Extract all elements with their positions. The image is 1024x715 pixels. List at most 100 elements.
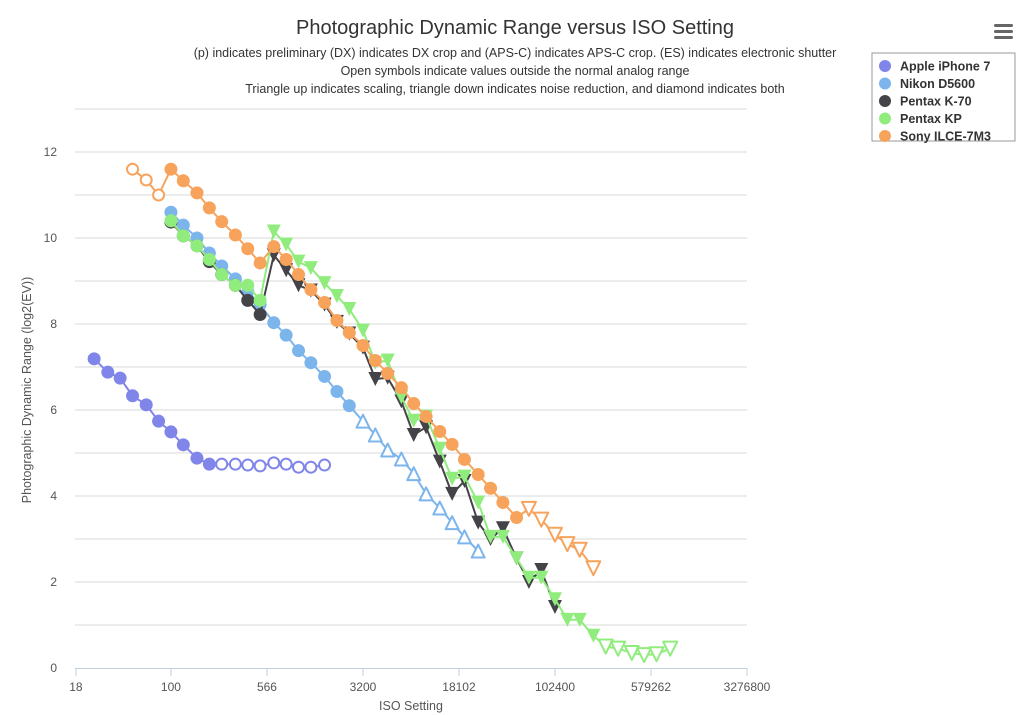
chart-title: Photographic Dynamic Range versus ISO Se…: [296, 17, 734, 39]
data-point: [253, 459, 267, 473]
data-point: [393, 451, 409, 467]
data-point: [292, 460, 306, 474]
data-point: [585, 560, 602, 577]
y-tick-label: 8: [50, 317, 57, 331]
y-tick-label: 2: [50, 575, 57, 589]
data-point: [329, 289, 344, 304]
data-point: [176, 229, 190, 243]
chart-subtitle-1: (p) indicates preliminary (DX) indicates…: [194, 46, 837, 60]
legend-marker-icon: [879, 95, 891, 107]
data-point: [267, 456, 281, 470]
x-tick-label: 102400: [535, 680, 575, 694]
data-point: [228, 457, 242, 471]
series-line: [170, 220, 671, 657]
data-point: [662, 640, 679, 657]
data-point: [87, 352, 101, 366]
data-point: [279, 237, 294, 252]
legend-marker-icon: [879, 130, 891, 142]
legend-item[interactable]: Sony ILCE-7M3: [879, 130, 991, 144]
data-point: [126, 162, 140, 176]
data-point: [291, 278, 306, 293]
data-point: [470, 543, 486, 559]
data-point: [368, 354, 382, 368]
data-point: [342, 399, 356, 413]
data-point: [546, 526, 563, 543]
data-point: [367, 427, 383, 443]
data-point: [572, 612, 587, 627]
data-point: [457, 452, 471, 466]
x-tick-label: 579262: [631, 680, 671, 694]
series-pentax-kp: [164, 214, 679, 664]
y-axis: 0 2 4 6 8 10 12: [44, 145, 58, 675]
data-point: [330, 314, 344, 328]
data-point: [139, 398, 153, 412]
data-point: [610, 640, 627, 657]
data-point: [356, 339, 370, 352]
data-point: [304, 460, 318, 474]
legend-marker-icon: [879, 112, 891, 125]
data-point: [381, 366, 395, 380]
data-point: [241, 242, 255, 256]
x-tick-label: 3200: [350, 680, 377, 694]
data-point: [406, 427, 421, 442]
data-point: [445, 486, 460, 501]
x-tick-label: 18: [69, 680, 83, 694]
data-point: [456, 529, 472, 545]
menu-button[interactable]: [992, 20, 1016, 42]
data-point: [586, 628, 601, 643]
x-axis: 18 100 566 3200 18102 102400 579262 3276800: [69, 668, 771, 694]
legend: Apple iPhone 7 Nikon D5600 Pentax K-70 Pent…: [871, 52, 1016, 144]
legend-label: Pentax K-70: [900, 95, 972, 109]
data-point: [126, 389, 140, 403]
data-point: [202, 253, 216, 266]
data-point: [303, 261, 318, 276]
data-point: [636, 647, 653, 664]
chart-subtitle-3: Triangle up indicates scaling, triangle …: [245, 82, 785, 96]
data-point: [318, 369, 332, 383]
data-point: [190, 186, 204, 200]
x-tick-label: 3276800: [724, 680, 771, 694]
data-point: [267, 316, 281, 330]
data-point: [509, 551, 524, 566]
hamburger-icon: [994, 24, 1013, 39]
legend-marker-icon: [879, 60, 891, 72]
data-point: [152, 414, 166, 428]
data-point: [139, 173, 153, 187]
data-point: [571, 541, 588, 558]
data-point: [560, 612, 575, 627]
chart-subtitle-2: Open symbols indicate values outside the…: [341, 64, 690, 78]
data-point: [176, 174, 190, 188]
legend-item[interactable]: Pentax K-70: [879, 95, 972, 109]
x-axis-label: ISO Setting: [379, 699, 443, 713]
data-point: [215, 215, 229, 229]
data-point: [368, 372, 383, 387]
data-point: [445, 437, 459, 451]
data-point: [215, 457, 229, 471]
y-tick-label: 10: [44, 231, 58, 245]
data-point: [292, 268, 306, 282]
data-point: [432, 441, 447, 456]
data-point: [202, 457, 216, 471]
x-tick-label: 18102: [442, 680, 476, 694]
data-point: [380, 353, 395, 368]
data-point: [291, 254, 306, 269]
legend-item[interactable]: Apple iPhone 7: [879, 60, 990, 74]
legend-marker-icon: [879, 77, 891, 90]
data-point: [253, 308, 267, 322]
data-point: [330, 385, 344, 399]
data-point: [202, 201, 216, 215]
data-point: [510, 511, 524, 524]
data-point: [419, 409, 433, 423]
data-point: [623, 644, 640, 661]
data-point: [597, 638, 614, 655]
data-point: [484, 481, 498, 495]
data-point: [342, 326, 356, 340]
legend-item[interactable]: Nikon D5600: [879, 77, 975, 91]
legend-item[interactable]: Pentax KP: [879, 112, 962, 126]
data-point: [444, 515, 460, 531]
data-point: [241, 458, 255, 472]
data-point: [176, 218, 190, 232]
data-point: [471, 515, 486, 530]
data-point: [164, 214, 178, 228]
series-line: [93, 358, 325, 469]
